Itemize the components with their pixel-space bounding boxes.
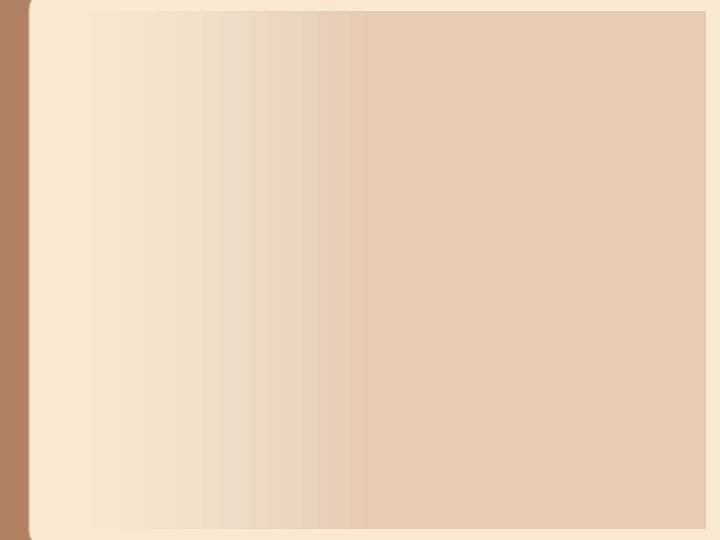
Text: such that the slope of the secant line = the slope of: such that the slope of the secant line =… [89,57,660,76]
Text: $f'(x) = ?\ \ = \dfrac{4}{x^2}$: $f'(x) = ?\ \ = \dfrac{4}{x^2}$ [370,213,494,252]
Text: But in the interval of (1,4),
     only 2 works, so c = 2.: But in the interval of (1,4), only 2 wor… [333,418,617,460]
Text: $\dfrac{4}{x^2} = 1$: $\dfrac{4}{x^2} = 1$ [303,294,359,333]
Text: the tangent line.: the tangent line. [282,84,467,103]
Text: Given f(x) = 5 – 4/x, find all c in the interval (1,4): Given f(x) = 5 – 4/x, find all c in the … [105,30,644,49]
Text: ?: ? [159,228,173,252]
Text: $x = \pm 2$: $x = \pm 2$ [485,338,552,355]
Text: $f'(c) = \dfrac{f(4)-f(1)}{4-1} = \dfrac{4-1}{4-1} = 1$: $f'(c) = \dfrac{f(4)-f(1)}{4-1} = \dfrac… [322,138,571,177]
Text: $4 = x^2$: $4 = x^2$ [492,294,545,314]
